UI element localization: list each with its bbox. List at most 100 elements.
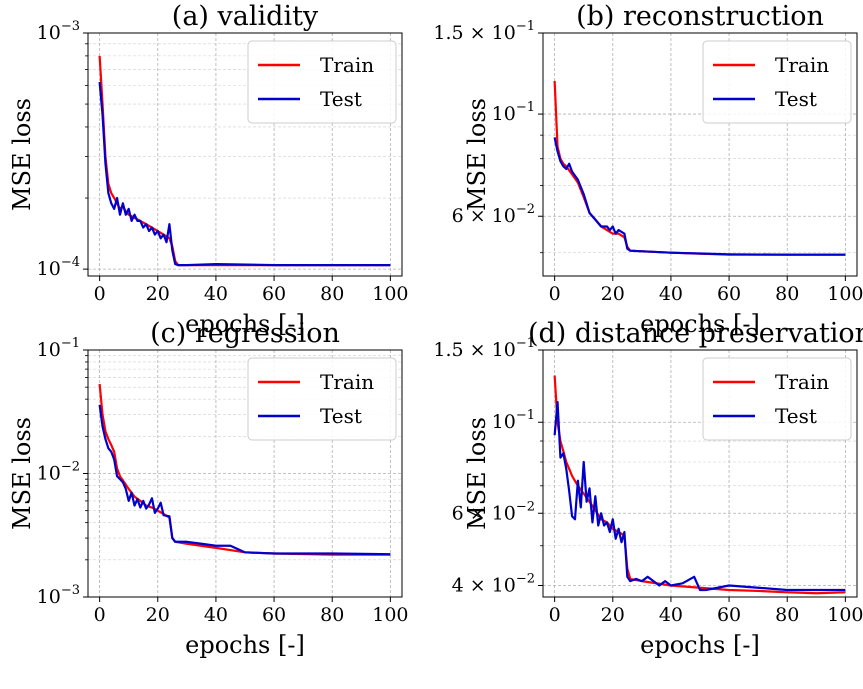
x-tick-label: 60 bbox=[717, 283, 741, 305]
y-tick-base: 6 × 10 bbox=[452, 205, 516, 227]
y-tick-exponent: −2 bbox=[516, 499, 535, 514]
series-line-test bbox=[98, 81, 391, 267]
legend-label: Test bbox=[320, 87, 362, 111]
y-tick-base: 10 bbox=[37, 586, 61, 608]
x-tick-label: 80 bbox=[320, 604, 344, 626]
y-tick-exponent: −3 bbox=[61, 583, 80, 598]
y-tick-exponent: −2 bbox=[61, 460, 80, 475]
y-tick-base: 1.5 × 10 bbox=[433, 22, 515, 44]
y-tick-exponent: −4 bbox=[61, 255, 80, 270]
legend-box bbox=[247, 357, 397, 441]
chart-title: (d) distance preservation bbox=[528, 318, 863, 349]
y-tick-label: 10−3 bbox=[37, 583, 80, 608]
legend-box bbox=[702, 40, 852, 124]
plot-frame bbox=[87, 349, 403, 598]
legend: Train Test bbox=[702, 357, 852, 441]
x-tick-label: 60 bbox=[262, 283, 286, 305]
y-tick-exponent: −1 bbox=[61, 336, 80, 351]
legend-box bbox=[702, 357, 852, 441]
y-tick-label: 10−1 bbox=[37, 336, 80, 361]
y-tick-exponent: −2 bbox=[516, 572, 535, 587]
x-tick-label: 40 bbox=[204, 604, 228, 626]
x-axis-label: epochs [-] bbox=[185, 631, 305, 659]
y-tick-base: 10 bbox=[492, 103, 516, 125]
series-line-test bbox=[553, 137, 846, 256]
x-tick-label: 40 bbox=[659, 604, 683, 626]
y-tick-base: 10 bbox=[492, 411, 516, 433]
y-tick-label: 6 × 10−2 bbox=[452, 202, 535, 227]
y-tick-base: 10 bbox=[37, 22, 61, 44]
x-tick-label: 40 bbox=[204, 283, 228, 305]
legend-label: Train bbox=[320, 370, 374, 394]
x-tick-label: 100 bbox=[827, 283, 863, 305]
x-axis-label: epochs [-] bbox=[640, 631, 760, 659]
x-tick-label: 80 bbox=[320, 283, 344, 305]
series-line-test bbox=[553, 400, 846, 592]
y-tick-label: 10−2 bbox=[37, 460, 80, 485]
y-tick-exponent: −1 bbox=[516, 19, 535, 34]
x-tick-label: 40 bbox=[659, 283, 683, 305]
plot-frame bbox=[87, 32, 403, 277]
legend: Train Test bbox=[247, 357, 397, 441]
y-tick-exponent: −3 bbox=[61, 19, 80, 34]
legend-label: Test bbox=[775, 87, 817, 111]
legend-label: Train bbox=[775, 53, 829, 77]
series-line-train bbox=[553, 375, 846, 595]
x-tick-label: 100 bbox=[372, 604, 408, 626]
y-tick-base: 1.5 × 10 bbox=[433, 339, 515, 361]
y-tick-label: 10−1 bbox=[492, 408, 535, 433]
legend-label: Train bbox=[320, 53, 374, 77]
y-axis-label: MSE loss bbox=[463, 98, 491, 211]
y-tick-exponent: −1 bbox=[516, 100, 535, 115]
y-axis-label: MSE loss bbox=[8, 98, 36, 211]
x-tick-label: 0 bbox=[549, 604, 561, 626]
chart-panel: 1.5 × 10−110−16 × 10−20 20 40 60 80 100TrainT… bbox=[433, 1, 863, 338]
series-line-test bbox=[98, 404, 391, 556]
y-tick-exponent: −1 bbox=[516, 408, 535, 423]
plot-frame bbox=[542, 32, 858, 277]
x-tick-label: 0 bbox=[94, 604, 106, 626]
y-axis-label: MSE loss bbox=[463, 417, 491, 530]
x-tick-label: 20 bbox=[601, 283, 625, 305]
x-tick-label: 80 bbox=[775, 604, 799, 626]
x-tick-label: 60 bbox=[717, 604, 741, 626]
y-tick-label: 1.5 × 10−1 bbox=[433, 336, 535, 361]
chart-panel: 1.5 × 10−110−16 × 10−24 × 10−20 20 40 60 80 1… bbox=[433, 318, 863, 659]
x-axis-label: epochs [-] bbox=[640, 310, 760, 338]
x-tick-label: 80 bbox=[775, 283, 799, 305]
y-tick-label: 6 × 10−2 bbox=[452, 499, 535, 524]
y-tick-label: 10−3 bbox=[37, 19, 80, 44]
y-tick-label: 10−4 bbox=[37, 255, 80, 280]
y-tick-exponent: −2 bbox=[516, 202, 535, 217]
legend: Train Test bbox=[702, 40, 852, 124]
y-tick-exponent: −1 bbox=[516, 336, 535, 351]
chart-title: (a) validity bbox=[172, 1, 319, 32]
y-tick-base: 4 × 10 bbox=[452, 575, 516, 597]
y-tick-label: 10−1 bbox=[492, 100, 535, 125]
x-tick-label: 0 bbox=[94, 283, 106, 305]
x-tick-label: 0 bbox=[549, 283, 561, 305]
legend: Train Test bbox=[247, 40, 397, 124]
legend-box bbox=[247, 40, 397, 124]
plot-frame bbox=[542, 349, 858, 598]
y-tick-base: 10 bbox=[37, 463, 61, 485]
chart-title: (b) reconstruction bbox=[576, 1, 824, 32]
x-tick-label: 100 bbox=[827, 604, 863, 626]
x-tick-label: 20 bbox=[146, 604, 170, 626]
y-tick-base: 10 bbox=[37, 258, 61, 280]
legend-label: Test bbox=[775, 404, 817, 428]
legend-label: Test bbox=[320, 404, 362, 428]
y-axis-label: MSE loss bbox=[8, 417, 36, 530]
y-tick-base: 6 × 10 bbox=[452, 502, 516, 524]
legend-label: Train bbox=[775, 370, 829, 394]
x-tick-label: 20 bbox=[601, 604, 625, 626]
y-tick-label: 4 × 10−2 bbox=[452, 572, 535, 597]
y-tick-label: 1.5 × 10−1 bbox=[433, 19, 535, 44]
x-tick-label: 100 bbox=[372, 283, 408, 305]
x-tick-label: 60 bbox=[262, 604, 286, 626]
x-tick-label: 20 bbox=[146, 283, 170, 305]
chart-title: (c) regression bbox=[150, 318, 340, 349]
